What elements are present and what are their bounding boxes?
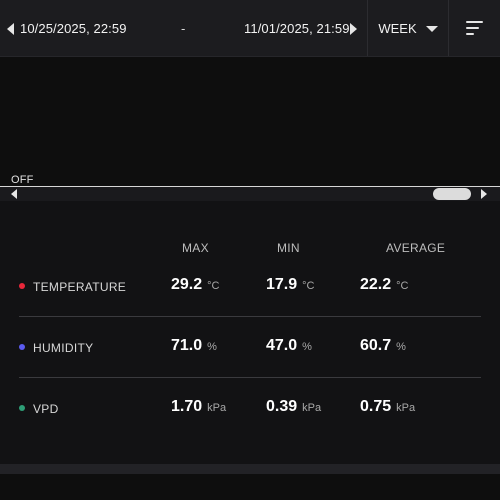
next-range-icon[interactable]	[350, 23, 357, 35]
stats-row-humidity: HUMIDITY 71.0% 47.0% 60.7%	[0, 317, 500, 377]
temperature-average: 22.2 °C	[360, 276, 409, 293]
humidity-min: 47.0%	[266, 337, 312, 354]
off-label: OFF	[11, 174, 34, 186]
bottom-area	[0, 474, 500, 500]
period-label: WEEK	[378, 20, 417, 36]
date-range: 10/25/2025, 22:59 - 11/01/2025, 21:59	[0, 0, 368, 56]
stats-panel: MAX MIN AVERAGE TEMPERATURE 29.2 °C 17.9 °…	[0, 201, 500, 464]
temperature-dot	[19, 283, 25, 289]
chart-scrollbar[interactable]	[0, 187, 500, 201]
humidity-dot	[19, 344, 25, 350]
metric-name: TEMPERATURE	[33, 280, 127, 294]
end-date[interactable]: 11/01/2025, 21:59	[244, 21, 350, 36]
date-separator: -	[181, 21, 186, 36]
header-max: MAX	[182, 241, 209, 255]
metric-name: HUMIDITY	[33, 341, 94, 355]
vpd-dot	[19, 405, 25, 411]
scroll-right-icon[interactable]	[481, 189, 487, 199]
sort-button[interactable]	[449, 0, 500, 56]
vpd-average: 0.75 kPa	[360, 398, 416, 415]
row-divider	[19, 316, 481, 317]
row-divider	[19, 377, 481, 378]
bottom-bar	[0, 464, 500, 474]
scrollbar-thumb[interactable]	[433, 188, 471, 200]
humidity-average: 60.7%	[360, 337, 406, 354]
period-dropdown[interactable]: WEEK	[368, 0, 449, 56]
temperature-min: 17.9 °C	[266, 276, 315, 293]
scroll-left-icon[interactable]	[11, 189, 17, 199]
temperature-max: 29.2 °C	[171, 276, 220, 293]
vpd-max: 1.70 kPa	[171, 398, 227, 415]
header-min: MIN	[277, 241, 300, 255]
metric-name: VPD	[33, 402, 59, 416]
sort-icon	[466, 21, 483, 35]
header-average: AVERAGE	[386, 241, 446, 255]
prev-range-icon[interactable]	[7, 23, 14, 35]
humidity-max: 71.0%	[171, 337, 217, 354]
chart-baseline	[0, 186, 500, 187]
vpd-min: 0.39 kPa	[266, 398, 322, 415]
date-range-toolbar: 10/25/2025, 22:59 - 11/01/2025, 21:59 WE…	[0, 0, 500, 57]
stats-row-vpd: VPD 1.70 kPa 0.39 kPa 0.75 kPa	[0, 378, 500, 438]
start-date[interactable]: 10/25/2025, 22:59	[20, 21, 127, 36]
stats-row-temperature: TEMPERATURE 29.2 °C 17.9 °C 22.2 °C	[0, 256, 500, 316]
chart-area	[0, 57, 500, 183]
chevron-down-icon	[425, 26, 438, 32]
